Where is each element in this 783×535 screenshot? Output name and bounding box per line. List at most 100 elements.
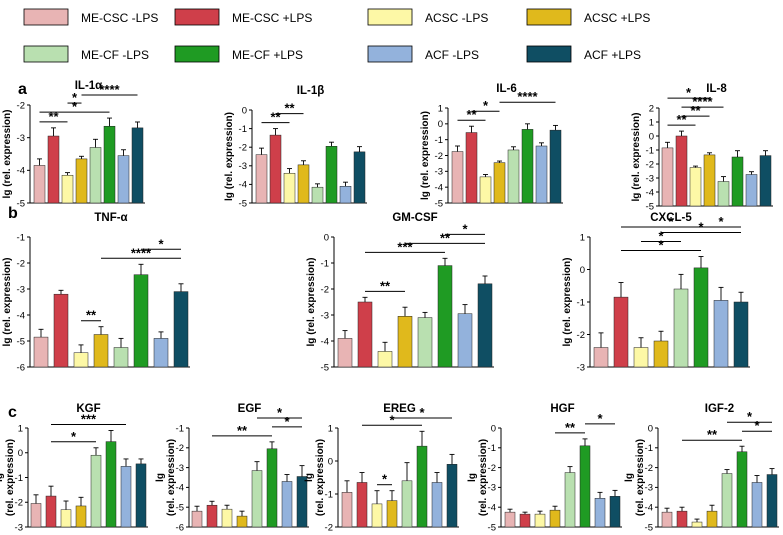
- chart-title: KGF: [76, 403, 100, 415]
- bar-me-cf-lps: [113, 347, 129, 368]
- bar-me-csc-lps: [676, 510, 688, 528]
- significance-label: *: [72, 99, 78, 114]
- legend-swatch: [526, 8, 572, 26]
- bar-me-cf-lps: [416, 445, 428, 528]
- legend: ME-CSC -LPS ME-CSC +LPS ACSC -LPS ACSC +LPS…: [23, 8, 650, 63]
- significance-label: ***: [81, 411, 97, 426]
- y-tick-label: -3: [488, 483, 496, 494]
- y-tick-label: -2: [577, 330, 585, 341]
- legend-entry-acf-lps: ACF +LPS: [526, 45, 641, 63]
- y-tick-label: -2: [488, 463, 496, 474]
- y-tick-label: 0: [648, 423, 653, 434]
- bar-me-csc-lps: [255, 154, 268, 204]
- bar-acsc-lps: [493, 162, 506, 204]
- bar-acf-lps: [477, 283, 493, 368]
- y-tick-label: -1: [577, 297, 585, 308]
- significance-label: **: [284, 101, 295, 116]
- chart-title: CXCL-5: [650, 212, 692, 224]
- y-tick-label: -3: [645, 483, 653, 494]
- significance-label: *: [284, 414, 290, 429]
- bar-me-csc-lps: [269, 134, 282, 204]
- y-axis-label: lg(rel. expression): [624, 439, 646, 516]
- bar-acsc-lps: [73, 352, 89, 368]
- legend-label: ME-CSC +LPS: [232, 11, 312, 25]
- bar-acf-lps: [713, 300, 729, 368]
- bar-acsc-lps: [689, 167, 702, 207]
- y-tick-label: -1: [646, 145, 654, 156]
- bar-acsc-lps: [75, 158, 88, 204]
- y-tick-label: -2: [645, 463, 653, 474]
- bar-acsc-lps: [653, 340, 669, 368]
- legend-label: ME-CSC -LPS: [81, 11, 158, 25]
- bar-acsc-lps: [377, 351, 393, 368]
- significance-label: ****: [517, 89, 538, 104]
- bar-me-csc-lps: [337, 338, 353, 368]
- y-tick-label: -1: [435, 135, 443, 146]
- y-tick-label: -2: [435, 151, 443, 162]
- chart-title: IL-1β: [297, 85, 324, 97]
- y-tick-label: -4: [488, 503, 496, 514]
- y-tick-label: -2: [325, 522, 333, 533]
- bar-acf-lps: [120, 466, 132, 528]
- y-tick-label: -5: [321, 362, 329, 373]
- legend-entry-acsc-lps: ACSC +LPS: [526, 8, 650, 26]
- significance-label: *: [658, 229, 664, 244]
- y-tick-label: -2: [17, 100, 25, 111]
- legend-swatch: [174, 45, 220, 63]
- bar-acf-lps: [446, 464, 458, 528]
- y-tick-label: -3: [321, 310, 329, 321]
- bar-acf-lps: [751, 482, 763, 528]
- bar-me-cf-lps: [437, 265, 453, 368]
- chart-title: EREG: [383, 403, 416, 415]
- y-tick-label: -5: [646, 201, 654, 212]
- significance-label: *: [462, 221, 468, 236]
- bar-me-cf-lps: [693, 267, 709, 368]
- y-tick-label: 0: [328, 456, 333, 467]
- y-axis-label: lg(rel. expression): [304, 439, 326, 516]
- significance-label: **: [237, 423, 248, 438]
- bar-acf-lps: [173, 291, 189, 368]
- bar-me-csc-lps: [53, 293, 69, 368]
- bar-me-csc-lps: [191, 510, 203, 528]
- bar-me-cf-lps: [401, 480, 413, 528]
- y-tick-label: 1: [438, 103, 443, 114]
- bar-me-cf-lps: [579, 445, 591, 528]
- chart-title: GM-CSF: [392, 212, 437, 224]
- legend-entry-acf-lps: ACF -LPS: [367, 45, 479, 63]
- y-tick-label: 1: [580, 232, 585, 243]
- y-tick-label: -2: [646, 159, 654, 170]
- bar-me-csc-lps: [613, 296, 629, 368]
- significance-label: ****: [692, 94, 713, 109]
- bar-acf-lps: [609, 496, 621, 528]
- bar-acsc-lps: [534, 513, 546, 528]
- bar-acf-lps: [353, 151, 366, 204]
- bar-me-csc-lps: [661, 147, 674, 207]
- y-tick-label: -4: [17, 310, 25, 321]
- bar-acsc-lps: [549, 509, 561, 528]
- significance-label: *: [419, 405, 425, 420]
- y-axis-label: lg(rel. expression): [0, 439, 16, 516]
- bar-me-cf-lps: [717, 181, 730, 207]
- y-tick-label: 0: [649, 131, 654, 142]
- y-tick-label: -1: [325, 489, 333, 500]
- bar-acsc-lps: [75, 505, 87, 528]
- bar-me-csc-lps: [519, 513, 531, 528]
- y-tick-label: 1: [649, 117, 654, 128]
- legend-label: ACF +LPS: [584, 48, 641, 62]
- bar-acf-lps: [535, 145, 548, 204]
- legend-swatch: [174, 8, 220, 26]
- bar-me-cf-lps: [105, 441, 117, 528]
- bar-me-cf-lps: [266, 448, 278, 528]
- y-axis-label: lg (rel. expression): [420, 111, 431, 200]
- significance-label: *: [72, 90, 78, 105]
- significance-label: *: [747, 409, 753, 424]
- y-tick-label: -5: [435, 198, 443, 209]
- bar-acsc-lps: [633, 347, 649, 368]
- chart-igf-2: IGF-2lg(rel. expression)0-1-2-3-4-5****: [624, 403, 779, 533]
- bar-acf-lps: [339, 186, 352, 204]
- y-tick-label: -1: [15, 473, 23, 484]
- panel-label-a: a: [18, 81, 27, 98]
- chart-title: IL-6: [496, 83, 516, 95]
